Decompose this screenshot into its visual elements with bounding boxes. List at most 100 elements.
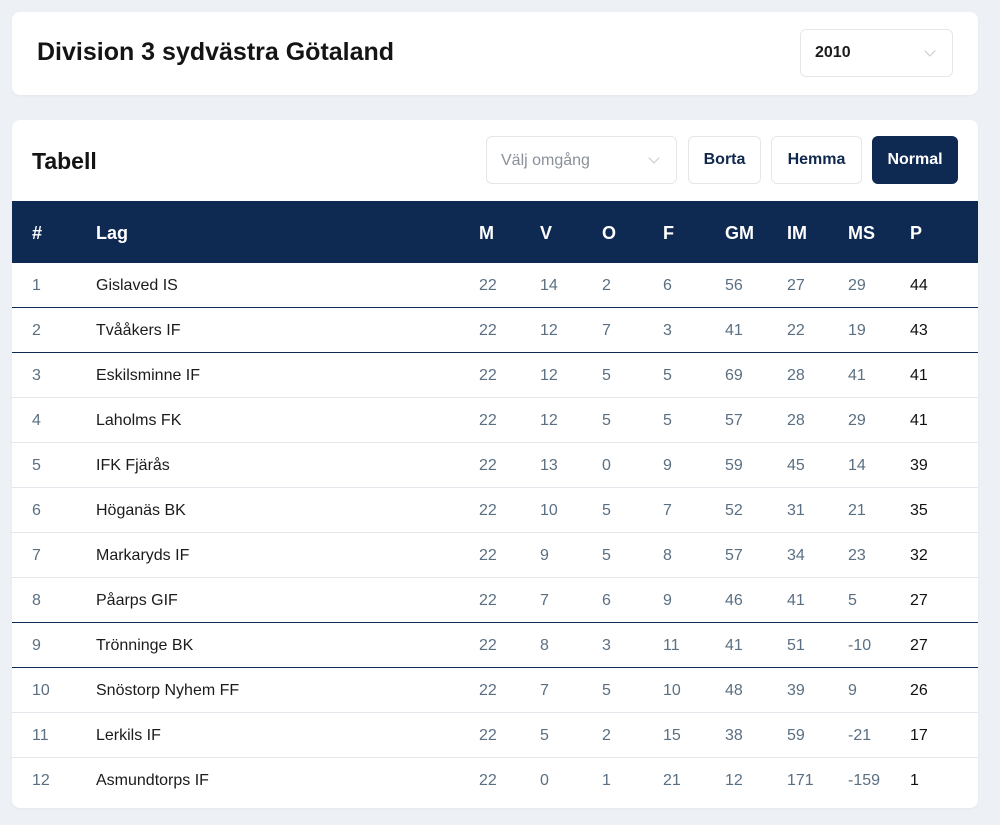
table-row: 4 Laholms FK 22 12 5 5 57 28 29 41 (12, 398, 978, 443)
row-position: 5 (32, 457, 41, 474)
row-wins: 9 (540, 547, 549, 564)
row-goals-against: 59 (787, 727, 805, 744)
table-row: 1 Gislaved IS 22 14 2 6 56 27 29 44 (12, 263, 978, 308)
row-draws: 3 (602, 637, 611, 654)
row-wins: 12 (540, 322, 558, 339)
table-row: 3 Eskilsminne IF 22 12 5 5 69 28 41 41 (12, 353, 978, 398)
row-wins: 5 (540, 727, 549, 744)
row-goal-difference: 9 (848, 682, 857, 699)
row-draws: 5 (602, 367, 611, 384)
row-wins: 8 (540, 637, 549, 654)
row-draws: 2 (602, 277, 611, 294)
table-row: 9 Trönninge BK 22 8 3 11 41 51 -10 27 (12, 623, 978, 668)
row-goal-difference: 41 (848, 367, 866, 384)
row-losses: 5 (663, 412, 672, 429)
standings-card: Tabell Välj omgång Borta Hemma Normal # … (12, 120, 978, 808)
row-position: 3 (32, 367, 41, 384)
table-row: 11 Lerkils IF 22 5 2 15 38 59 -21 17 (12, 713, 978, 758)
row-matches: 22 (479, 457, 497, 474)
table-row: 2 Tvååkers IF 22 12 7 3 41 22 19 43 (12, 308, 978, 353)
row-goals-for: 69 (725, 367, 743, 384)
home-filter-button[interactable]: Hemma (771, 136, 862, 184)
column-header-position: # (32, 223, 43, 243)
row-team: Tvååkers IF (96, 322, 181, 339)
table-row: 8 Påarps GIF 22 7 6 9 46 41 5 27 (12, 578, 978, 623)
row-goals-against: 28 (787, 367, 805, 384)
row-goals-for: 56 (725, 277, 743, 294)
row-draws: 1 (602, 772, 611, 789)
row-matches: 22 (479, 772, 497, 789)
row-goals-against: 171 (787, 772, 814, 789)
row-team: Snöstorp Nyhem FF (96, 682, 240, 699)
table-row: 6 Höganäs BK 22 10 5 7 52 31 21 35 (12, 488, 978, 533)
row-position: 8 (32, 592, 41, 609)
row-goal-difference: 21 (848, 502, 866, 519)
row-points: 43 (910, 322, 928, 339)
season-select-value: 2010 (815, 44, 851, 61)
row-position: 4 (32, 412, 41, 429)
chevron-down-icon (648, 152, 660, 164)
table-header: # Lag M V O F GM IM MS P (12, 201, 978, 263)
row-goals-against: 51 (787, 637, 805, 654)
row-goals-for: 38 (725, 727, 743, 744)
row-goals-against: 34 (787, 547, 805, 564)
normal-filter-button[interactable]: Normal (872, 136, 958, 184)
row-goals-for: 57 (725, 547, 743, 564)
row-goal-difference: 5 (848, 592, 857, 609)
league-header-card: Division 3 sydvästra Götaland 2010 (12, 12, 978, 95)
table-row: 10 Snöstorp Nyhem FF 22 7 5 10 48 39 9 2… (12, 668, 978, 713)
row-matches: 22 (479, 637, 497, 654)
row-wins: 7 (540, 592, 549, 609)
row-matches: 22 (479, 727, 497, 744)
row-team: IFK Fjärås (96, 457, 170, 474)
row-points: 1 (910, 772, 919, 789)
row-points: 41 (910, 412, 928, 429)
away-filter-button[interactable]: Borta (688, 136, 761, 184)
row-team: Trönninge BK (96, 637, 194, 654)
row-losses: 21 (663, 772, 681, 789)
row-points: 39 (910, 457, 928, 474)
row-position: 11 (32, 727, 49, 744)
page-title: Division 3 sydvästra Götaland (37, 38, 395, 66)
row-goals-against: 41 (787, 592, 805, 609)
row-draws: 5 (602, 547, 611, 564)
column-header-goals-for: GM (725, 223, 754, 243)
row-goals-for: 41 (725, 637, 743, 654)
row-points: 41 (910, 367, 928, 384)
row-position: 2 (32, 322, 41, 339)
round-select[interactable]: Välj omgång (486, 136, 677, 184)
row-goal-difference: -10 (848, 637, 872, 654)
row-position: 10 (32, 682, 50, 699)
row-matches: 22 (479, 682, 497, 699)
column-header-goals-against: IM (787, 223, 807, 243)
row-draws: 5 (602, 682, 611, 699)
row-points: 26 (910, 682, 928, 699)
row-goals-for: 57 (725, 412, 743, 429)
row-goals-against: 45 (787, 457, 805, 474)
row-losses: 5 (663, 367, 672, 384)
row-team: Eskilsminne IF (96, 367, 201, 384)
row-losses: 8 (663, 547, 672, 564)
row-matches: 22 (479, 367, 497, 384)
row-goals-for: 52 (725, 502, 743, 519)
table-row: 12 Asmundtorps IF 22 0 1 21 12 171 -159 … (12, 758, 978, 803)
row-losses: 10 (663, 682, 681, 699)
row-goals-for: 12 (725, 772, 743, 789)
row-losses: 11 (663, 637, 680, 654)
row-losses: 6 (663, 277, 672, 294)
chevron-down-icon (924, 45, 936, 57)
row-draws: 5 (602, 502, 611, 519)
row-draws: 6 (602, 592, 611, 609)
row-matches: 22 (479, 502, 497, 519)
row-team: Lerkils IF (96, 727, 161, 744)
table-row: 7 Markaryds IF 22 9 5 8 57 34 23 32 (12, 533, 978, 578)
row-points: 27 (910, 592, 928, 609)
column-header-team: Lag (96, 223, 129, 243)
row-losses: 9 (663, 592, 672, 609)
season-select[interactable]: 2010 (800, 29, 953, 77)
row-draws: 5 (602, 412, 611, 429)
row-wins: 12 (540, 367, 558, 384)
row-wins: 12 (540, 412, 558, 429)
row-goals-for: 59 (725, 457, 743, 474)
row-points: 44 (910, 277, 928, 294)
